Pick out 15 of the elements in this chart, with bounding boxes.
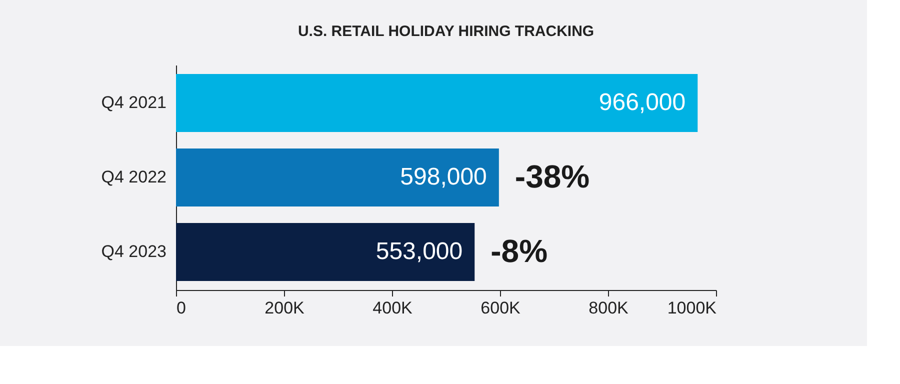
y-tick-label: Q4 2023 (101, 242, 166, 262)
x-tick-label: 0 (176, 298, 186, 318)
annotation: -38% (514, 158, 590, 194)
y-tick-label: Q4 2022 (101, 168, 166, 186)
x-tick-label: 400K (372, 298, 414, 318)
data-label: 553,000 (376, 238, 463, 266)
x-tick-label: 800K (588, 298, 630, 318)
x-tick-label: 600K (480, 298, 522, 318)
chart-title: U.S. RETAIL HOLIDAY HIRING TRACKING (298, 23, 594, 40)
data-label: 598,000 (400, 164, 487, 190)
y-tick-label: Q4 2021 (101, 92, 166, 112)
x-tick-label: 1000K (667, 298, 718, 318)
annotation: -8% (490, 233, 548, 270)
x-tick-label: 200K (264, 298, 306, 318)
data-label: 966,000 (598, 88, 686, 116)
